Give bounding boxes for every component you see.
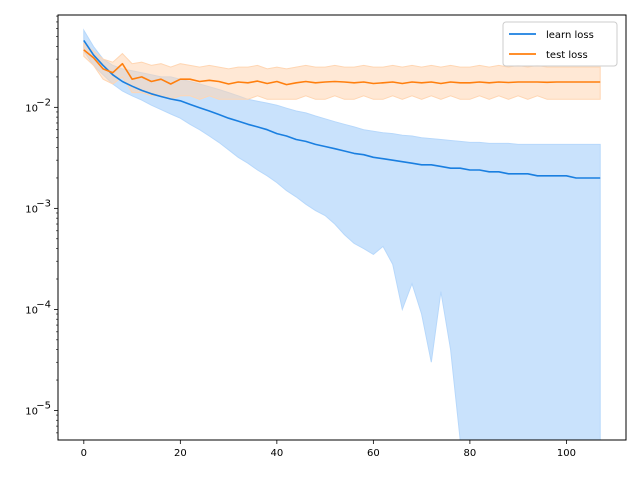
x-tick-label: 20 bbox=[174, 448, 187, 459]
y-tick-label: 10 bbox=[25, 406, 38, 417]
y-tick-label: 10 bbox=[25, 103, 38, 114]
y-tick-exponent: −2 bbox=[36, 97, 51, 108]
x-tick-label: 60 bbox=[367, 448, 380, 459]
confidence-bands bbox=[83, 28, 601, 440]
plot-frame bbox=[57, 14, 627, 441]
test-loss-band bbox=[83, 42, 601, 100]
learn-loss-band bbox=[83, 28, 601, 440]
learn-loss-legend-label: learn loss bbox=[546, 30, 594, 41]
y-tick-label: 10 bbox=[25, 305, 38, 316]
legend-box bbox=[502, 21, 618, 67]
x-tick-label: 0 bbox=[81, 448, 87, 459]
y-tick-exponent: −5 bbox=[36, 400, 51, 411]
legend: learn loss test loss bbox=[502, 21, 618, 67]
x-tick-label: 100 bbox=[557, 448, 576, 459]
y-tick-label: 10 bbox=[25, 204, 38, 215]
y-axis: 10−510−410−310−2 bbox=[25, 15, 58, 434]
x-tick-label: 80 bbox=[464, 448, 477, 459]
series-lines bbox=[83, 39, 601, 179]
x-axis: 0 20 40 60 80 100 bbox=[81, 440, 576, 459]
test-loss-legend-label: test loss bbox=[546, 50, 588, 61]
y-tick-exponent: −3 bbox=[36, 198, 51, 209]
y-tick-exponent: −4 bbox=[36, 299, 51, 310]
x-tick-label: 40 bbox=[270, 448, 283, 459]
